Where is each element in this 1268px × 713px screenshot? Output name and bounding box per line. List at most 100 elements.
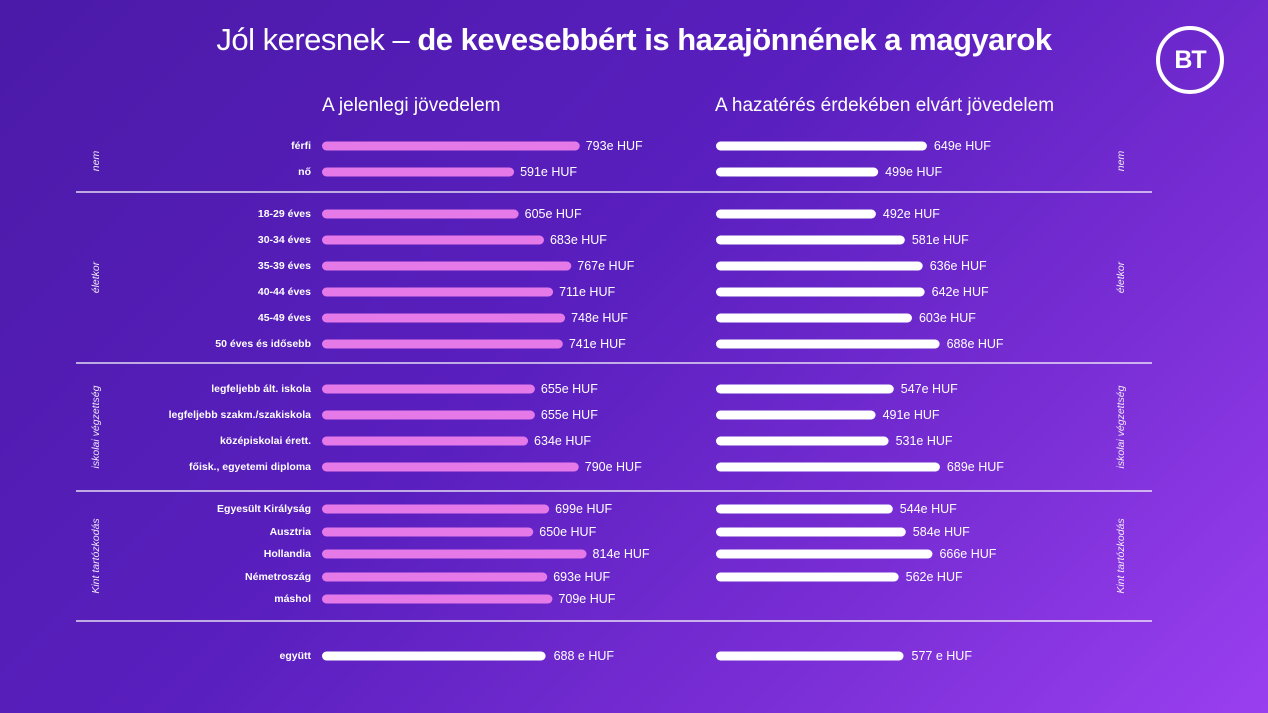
current-income-value: 741e HUF (569, 337, 626, 351)
current-income-bar (322, 235, 544, 245)
expected-income-value: 666e HUF (939, 547, 996, 561)
current-income-value: 650e HUF (539, 525, 596, 539)
category-label: nő (298, 166, 311, 178)
current-income-bar (322, 209, 519, 219)
current-income-value: 591e HUF (520, 165, 577, 179)
expected-income-bar (716, 410, 876, 420)
category-label: 40-44 éves (258, 286, 311, 298)
current-income-value: 655e HUF (541, 408, 598, 422)
current-income-value: 793e HUF (586, 139, 643, 153)
current-income-bar (322, 410, 535, 420)
current-income-bar (322, 572, 548, 582)
current-income-heading: A jelenlegi jövedelem (322, 95, 501, 116)
expected-income-bar (716, 462, 940, 472)
current-income-value: 748e HUF (571, 311, 628, 325)
expected-income-value: 603e HUF (919, 311, 976, 325)
bt-logo: BT (1156, 26, 1224, 94)
category-label: 35-39 éves (258, 260, 311, 272)
expected-income-value: 544e HUF (900, 502, 957, 516)
current-income-bar (322, 594, 553, 604)
group-label-left: Kint tartózkodás (90, 518, 102, 594)
current-income-value: 655e HUF (541, 382, 598, 396)
expected-income-bar (716, 527, 906, 537)
current-income-bar (322, 141, 580, 151)
expected-income-bar (716, 384, 894, 394)
current-income-value: 683e HUF (550, 233, 607, 247)
page-title: Jól keresnek – de kevesebbért is hazajön… (0, 22, 1268, 58)
current-income-value: 790e HUF (585, 460, 642, 474)
expected-income-bar (716, 339, 940, 349)
expected-income-value: 642e HUF (932, 285, 989, 299)
current-income-value: 693e HUF (553, 570, 610, 584)
expected-income-heading: A hazatérés érdekében elvárt jövedelem (715, 95, 1055, 116)
current-income-value: 605e HUF (525, 207, 582, 221)
expected-income-value: 531e HUF (896, 434, 953, 448)
category-label: 18-29 éves (258, 208, 311, 220)
total-current-bar (322, 651, 546, 661)
current-income-bar (322, 167, 515, 177)
expected-income-value: 499e HUF (885, 165, 942, 179)
category-label: Egyesült Királyság (217, 503, 311, 515)
expected-income-bar (716, 572, 899, 582)
total-expected-value: 577 e HUF (912, 649, 973, 663)
current-income-value: 634e HUF (534, 434, 591, 448)
title-light: Jól keresnek – (216, 22, 418, 57)
expected-income-bar (716, 261, 923, 271)
current-income-bar (322, 339, 563, 349)
expected-income-value: 547e HUF (901, 382, 958, 396)
expected-income-value: 562e HUF (906, 570, 963, 584)
expected-income-bar (716, 436, 889, 446)
category-label: 50 éves és idősebb (215, 338, 311, 350)
category-label: 45-49 éves (258, 312, 311, 324)
expected-income-value: 636e HUF (930, 259, 987, 273)
category-label: középiskolai érett. (220, 435, 311, 447)
current-income-bar (322, 549, 587, 559)
group-label-right: életkor (1115, 261, 1127, 293)
category-label: legfeljebb ált. iskola (211, 383, 311, 395)
expected-income-bar (716, 313, 912, 323)
category-label: Ausztria (270, 526, 312, 538)
expected-income-bar (716, 209, 876, 219)
current-income-bar (322, 527, 534, 537)
current-income-bar (322, 436, 529, 446)
current-income-bar (322, 313, 566, 323)
total-current-value: 688 e HUF (554, 649, 615, 663)
current-income-value: 711e HUF (559, 285, 615, 299)
current-income-value: 699e HUF (555, 502, 612, 516)
expected-income-value: 492e HUF (883, 207, 940, 221)
category-label: máshol (274, 593, 311, 605)
expected-income-bar (716, 141, 927, 151)
category-label: legfeljebb szakm./szakiskola (169, 409, 312, 421)
expected-income-value: 649e HUF (934, 139, 991, 153)
current-income-value: 709e HUF (558, 592, 615, 606)
expected-income-bar (716, 167, 879, 177)
group-label-right: Kint tartózkodás (1115, 518, 1127, 594)
current-income-value: 814e HUF (593, 547, 650, 561)
group-label-right: iskolai végzettség (1115, 385, 1127, 468)
expected-income-value: 581e HUF (912, 233, 969, 247)
expected-income-value: 688e HUF (947, 337, 1004, 351)
current-income-value: 767e HUF (577, 259, 634, 273)
group-label-right: nem (1115, 151, 1127, 172)
group-label-left: életkor (90, 261, 102, 293)
expected-income-bar (716, 504, 893, 514)
category-label: főisk., egyetemi diploma (189, 461, 311, 473)
current-income-bar (322, 462, 579, 472)
expected-income-value: 491e HUF (883, 408, 940, 422)
category-label: férfi (291, 140, 311, 152)
expected-income-value: 689e HUF (947, 460, 1004, 474)
category-label: Hollandia (264, 548, 311, 560)
category-label: Németroszág (245, 571, 311, 583)
category-label: 30-34 éves (258, 234, 311, 246)
expected-income-bar (716, 235, 905, 245)
group-label-left: iskolai végzettség (90, 385, 102, 468)
total-expected-bar (716, 651, 904, 661)
expected-income-bar (716, 287, 925, 297)
group-label-left: nem (90, 151, 102, 172)
current-income-bar (322, 287, 554, 297)
current-income-bar (322, 261, 572, 271)
current-income-bar (322, 504, 550, 514)
title-bold: de kevesebbért is hazajönnének a magyaro… (417, 22, 1052, 57)
current-income-bar (322, 384, 535, 394)
